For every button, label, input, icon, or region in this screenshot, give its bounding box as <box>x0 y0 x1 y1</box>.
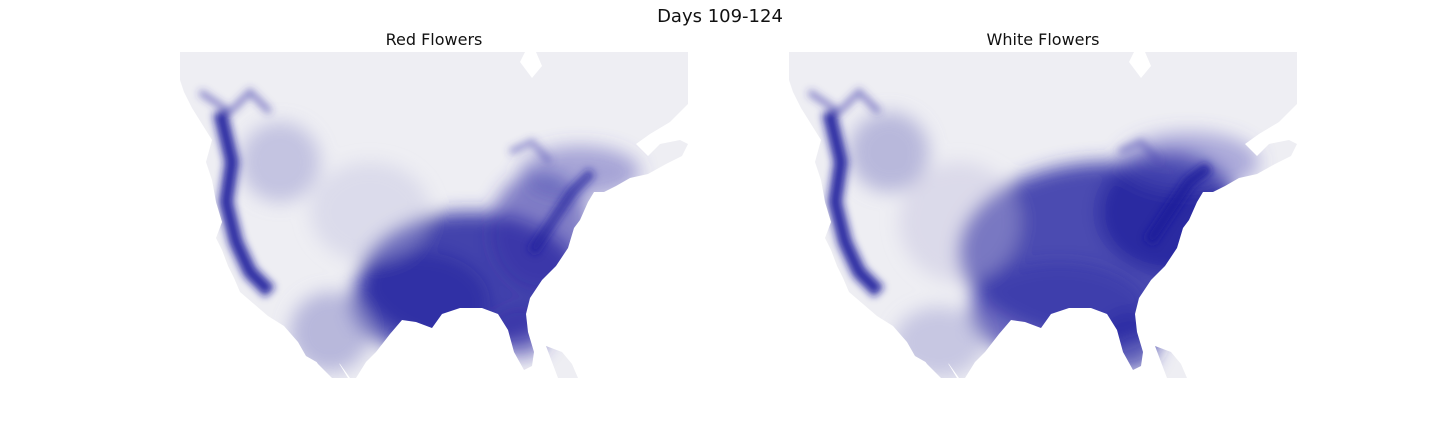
land-area <box>180 52 688 378</box>
land-area <box>789 52 1297 378</box>
white-flowers-map <box>789 52 1297 378</box>
white-flowers-title: White Flowers <box>986 30 1100 49</box>
red-flowers-title: Red Flowers <box>385 30 483 49</box>
figure-title: Days 109-124 <box>657 6 783 27</box>
red-flowers-map <box>180 52 688 378</box>
